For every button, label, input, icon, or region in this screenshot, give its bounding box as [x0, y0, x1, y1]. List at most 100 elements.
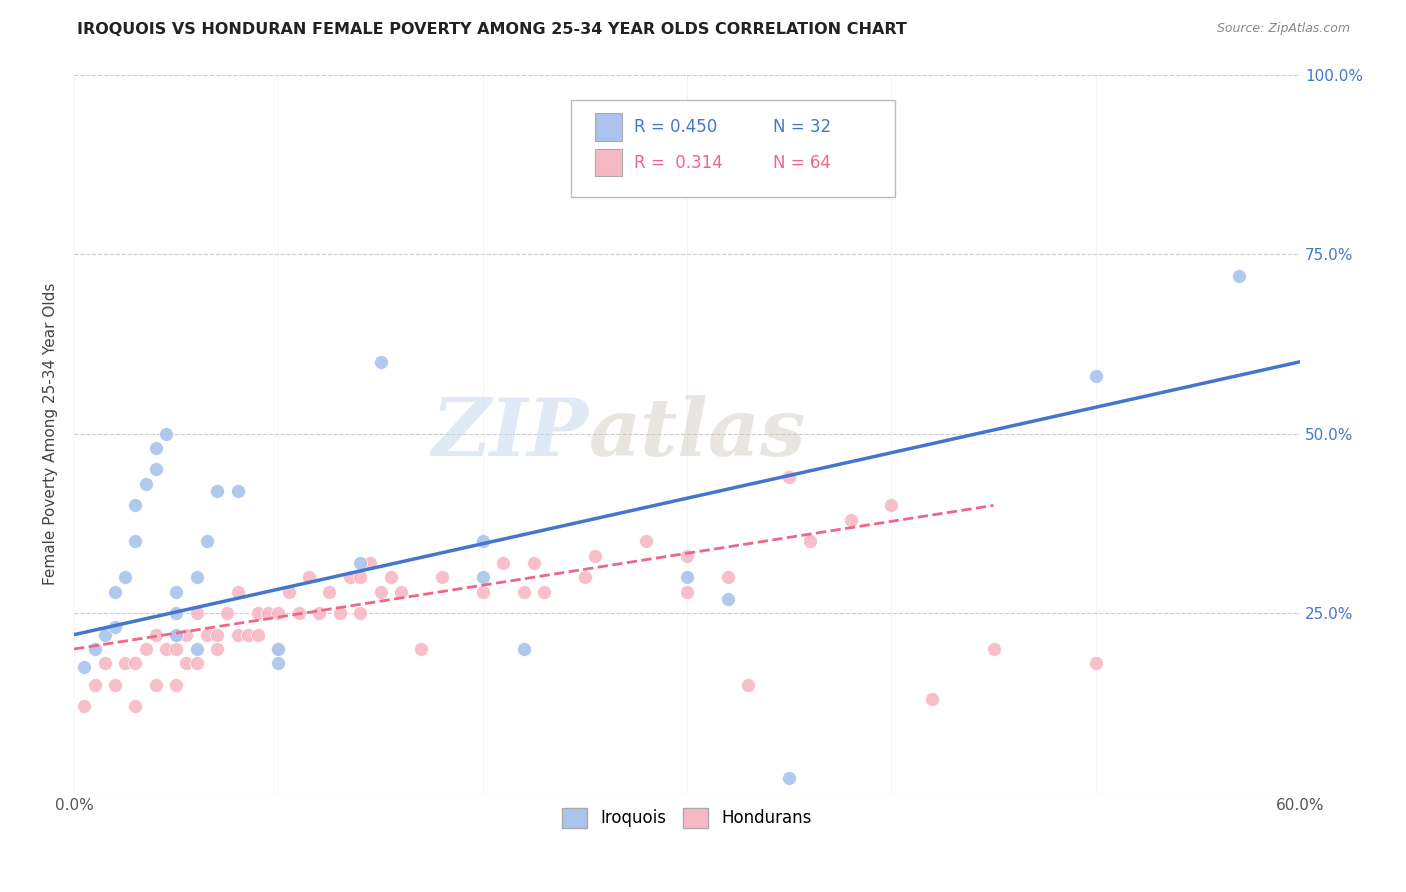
Point	[717, 591, 740, 606]
Point	[737, 678, 759, 692]
Bar	[595, 113, 621, 141]
Text: N = 64: N = 64	[773, 153, 831, 172]
Point	[267, 642, 290, 657]
Point	[308, 606, 330, 620]
Point	[176, 628, 198, 642]
Point	[217, 606, 239, 620]
Point	[246, 606, 269, 620]
Point	[165, 642, 187, 657]
Point	[533, 584, 555, 599]
Point	[246, 628, 269, 642]
Point	[155, 642, 177, 657]
Point	[277, 584, 299, 599]
Point	[124, 657, 146, 671]
Point	[83, 678, 105, 692]
Point	[165, 628, 187, 642]
Point	[83, 642, 105, 657]
Point	[676, 549, 699, 563]
Point	[73, 660, 96, 674]
Point	[921, 692, 943, 706]
Point	[145, 462, 167, 476]
Point	[349, 570, 371, 584]
Point	[124, 699, 146, 714]
Point	[430, 570, 453, 584]
Point	[349, 606, 371, 620]
Point	[226, 584, 249, 599]
Text: ZIP: ZIP	[432, 395, 589, 473]
Point	[636, 534, 658, 549]
Text: atlas: atlas	[589, 395, 807, 473]
Point	[124, 534, 146, 549]
Point	[176, 657, 198, 671]
Point	[880, 499, 903, 513]
Point	[778, 469, 800, 483]
Point	[226, 628, 249, 642]
Text: R =  0.314: R = 0.314	[634, 153, 723, 172]
Point	[318, 584, 340, 599]
FancyBboxPatch shape	[571, 100, 896, 196]
Text: IROQUOIS VS HONDURAN FEMALE POVERTY AMONG 25-34 YEAR OLDS CORRELATION CHART: IROQUOIS VS HONDURAN FEMALE POVERTY AMON…	[77, 22, 907, 37]
Point	[114, 657, 136, 671]
Point	[370, 584, 392, 599]
Point	[389, 584, 412, 599]
Point	[104, 678, 127, 692]
Point	[778, 772, 800, 786]
Point	[135, 642, 157, 657]
Point	[583, 549, 606, 563]
Point	[104, 620, 127, 634]
Point	[93, 657, 115, 671]
Point	[186, 570, 208, 584]
Point	[298, 570, 321, 584]
Point	[512, 642, 534, 657]
Point	[114, 570, 136, 584]
Point	[471, 534, 494, 549]
Point	[236, 628, 259, 642]
Point	[226, 483, 249, 498]
Bar	[595, 149, 621, 177]
Point	[267, 657, 290, 671]
Point	[676, 570, 699, 584]
Legend: Iroquois, Hondurans: Iroquois, Hondurans	[555, 801, 818, 835]
Point	[349, 556, 371, 570]
Point	[186, 606, 208, 620]
Point	[165, 678, 187, 692]
Point	[839, 513, 862, 527]
Point	[257, 606, 280, 620]
Y-axis label: Female Poverty Among 25-34 Year Olds: Female Poverty Among 25-34 Year Olds	[44, 283, 58, 585]
Point	[574, 570, 596, 584]
Point	[267, 642, 290, 657]
Point	[165, 584, 187, 599]
Point	[73, 699, 96, 714]
Point	[359, 556, 381, 570]
Point	[512, 584, 534, 599]
Point	[195, 534, 218, 549]
Text: Source: ZipAtlas.com: Source: ZipAtlas.com	[1216, 22, 1350, 36]
Point	[339, 570, 361, 584]
Point	[145, 628, 167, 642]
Point	[370, 355, 392, 369]
Point	[492, 556, 515, 570]
Point	[471, 584, 494, 599]
Point	[104, 584, 127, 599]
Point	[145, 441, 167, 455]
Point	[93, 628, 115, 642]
Point	[288, 606, 311, 620]
Point	[411, 642, 433, 657]
Point	[983, 642, 1005, 657]
Point	[1084, 657, 1107, 671]
Point	[165, 606, 187, 620]
Point	[380, 570, 402, 584]
Point	[205, 483, 228, 498]
Point	[135, 476, 157, 491]
Point	[523, 556, 546, 570]
Point	[676, 584, 699, 599]
Point	[145, 678, 167, 692]
Point	[124, 499, 146, 513]
Point	[329, 606, 352, 620]
Point	[155, 426, 177, 441]
Point	[186, 657, 208, 671]
Point	[186, 642, 208, 657]
Text: N = 32: N = 32	[773, 118, 831, 136]
Text: R = 0.450: R = 0.450	[634, 118, 717, 136]
Point	[205, 642, 228, 657]
